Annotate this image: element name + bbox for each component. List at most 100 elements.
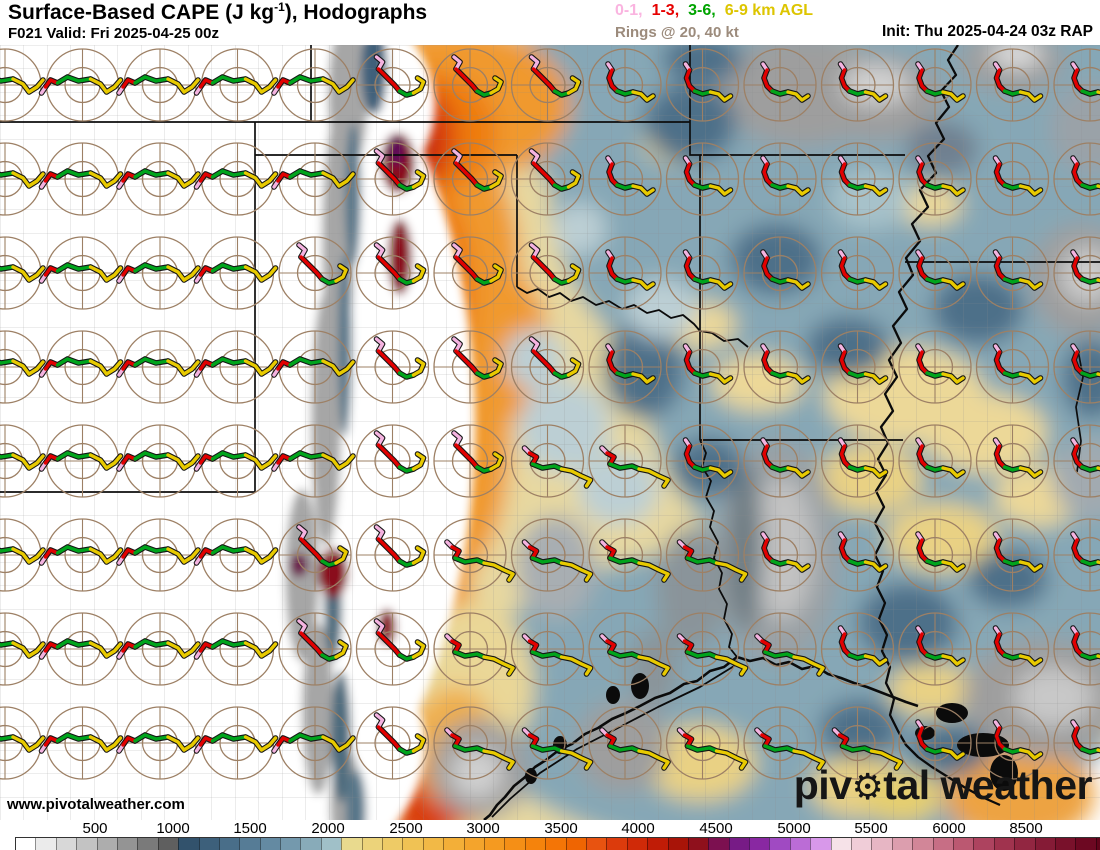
colorbar-cell xyxy=(218,838,240,850)
colorbar-cell xyxy=(687,838,709,850)
colorbar-cell xyxy=(443,838,464,850)
hodograph-glyph xyxy=(193,356,279,378)
hodograph-glyph xyxy=(682,155,734,197)
hodograph-glyph xyxy=(682,61,734,103)
hodograph-glyph xyxy=(521,445,594,489)
hodograph-glyph xyxy=(682,343,734,385)
legend-3-6km: 3-6, xyxy=(688,2,716,19)
hodograph-glyph xyxy=(0,264,46,283)
hodograph-glyph xyxy=(271,732,356,754)
colorbar-cell xyxy=(1054,838,1076,850)
colorbar-cell xyxy=(830,838,852,850)
colorbar-cell xyxy=(565,838,586,850)
hodograph-glyph xyxy=(296,242,349,286)
watermark-url: www.pivotalweather.com xyxy=(7,796,185,813)
colorbar-cell xyxy=(300,838,321,850)
colorbar-cell xyxy=(382,838,403,850)
hodograph-glyph xyxy=(116,450,201,472)
hodograph-glyph xyxy=(682,437,734,479)
pivotal-weather-logo: piv⚙tal weather xyxy=(794,762,1093,809)
hodograph-glyph xyxy=(373,242,427,286)
colorbar-cell xyxy=(647,838,668,850)
colorbar-cell xyxy=(259,838,281,850)
hodograph-glyph xyxy=(1070,531,1100,567)
colorbar-tick: 1000 xyxy=(156,820,190,837)
colorbar-cell xyxy=(239,838,260,850)
colorbar-cell xyxy=(35,838,56,850)
hodograph-glyph xyxy=(605,343,656,385)
hodograph-glyph xyxy=(373,430,427,474)
hodograph-glyph xyxy=(992,249,1044,291)
logo-text-post: tal weather xyxy=(883,762,1092,808)
hodograph-glyph xyxy=(116,262,201,284)
hodograph-glyph xyxy=(1070,437,1100,473)
hodograph-glyph xyxy=(837,61,889,103)
colorbar-cell xyxy=(769,838,790,850)
hodograph-glyph xyxy=(193,262,279,284)
hodograph-glyph xyxy=(116,74,201,96)
hodograph-glyph xyxy=(528,54,582,98)
hodograph-glyph xyxy=(992,155,1044,197)
hodograph-glyph xyxy=(837,343,889,385)
hodograph-glyph xyxy=(444,633,516,677)
hodograph-glyph xyxy=(38,732,124,754)
hodograph-glyph xyxy=(992,625,1044,667)
colorbar-tick: 6000 xyxy=(932,820,966,837)
colorbar-tick: 2000 xyxy=(311,820,345,837)
hodograph-glyph xyxy=(193,450,279,472)
colorbar-tick: 5500 xyxy=(854,820,888,837)
hodograph-glyph xyxy=(193,168,279,190)
colorbar-cell xyxy=(626,838,648,850)
colorbar-cell xyxy=(116,838,138,850)
hodograph-glyph xyxy=(599,445,671,489)
hodograph-glyph xyxy=(528,242,582,286)
colorbar-tick: 3500 xyxy=(544,820,578,837)
hodograph-glyph xyxy=(193,74,279,96)
colorbar-cell xyxy=(16,838,36,850)
hodograph-glyph xyxy=(915,625,966,667)
legend-0-1km: 0-1, xyxy=(615,2,643,19)
colorbar-cell xyxy=(422,838,444,850)
hodograph-glyph xyxy=(38,544,124,566)
colorbar-cell xyxy=(96,838,117,850)
colorbar-cell xyxy=(952,838,974,850)
colorbar-cell xyxy=(402,838,423,850)
hodograph-glyph xyxy=(605,155,656,197)
gear-icon: ⚙ xyxy=(851,767,884,808)
hodograph-glyph xyxy=(915,437,966,479)
legend-6-9km: 6-9 km AGL xyxy=(724,2,814,19)
hodograph-glyph xyxy=(193,732,279,754)
hodograph-glyph xyxy=(521,539,594,583)
hodograph-glyph xyxy=(915,249,966,291)
hodograph-glyph xyxy=(915,719,966,761)
colorbar-cell xyxy=(1034,838,1055,850)
colorbar-tick: 1500 xyxy=(233,820,267,837)
init-time-label: Init: Thu 2025-04-24 03z RAP xyxy=(881,23,1093,40)
hodograph-glyph xyxy=(0,546,46,565)
hodograph-glyph xyxy=(444,727,516,771)
colorbar-cell xyxy=(341,838,362,850)
hodograph-glyph xyxy=(676,633,749,677)
hodograph-glyph xyxy=(599,539,671,583)
colorbar-tick: 4000 xyxy=(621,820,655,837)
hodograph-glyph xyxy=(676,727,749,771)
hodograph-glyph xyxy=(682,249,734,291)
colorbar-cell xyxy=(789,838,811,850)
colorbar-cell xyxy=(667,838,688,850)
colorbar-cell xyxy=(463,838,484,850)
colorbar-cell xyxy=(891,838,913,850)
colorbar-tick: 3000 xyxy=(466,820,500,837)
hodograph-layer-legend: 0-1, 1-3, 3-6, 6-9 km AGL xyxy=(615,2,822,20)
hodograph-glyph xyxy=(521,727,594,771)
colorbar-tick: 5000 xyxy=(777,820,811,837)
colorbar-cell xyxy=(524,838,546,850)
hodograph-glyph xyxy=(296,524,349,568)
colorbar-cell xyxy=(55,838,77,850)
hodograph-glyph xyxy=(837,625,889,667)
hodograph-glyph xyxy=(451,336,504,380)
hodograph-glyph xyxy=(837,249,889,291)
hodograph-glyph xyxy=(992,343,1044,385)
hodograph-glyph xyxy=(193,638,279,660)
